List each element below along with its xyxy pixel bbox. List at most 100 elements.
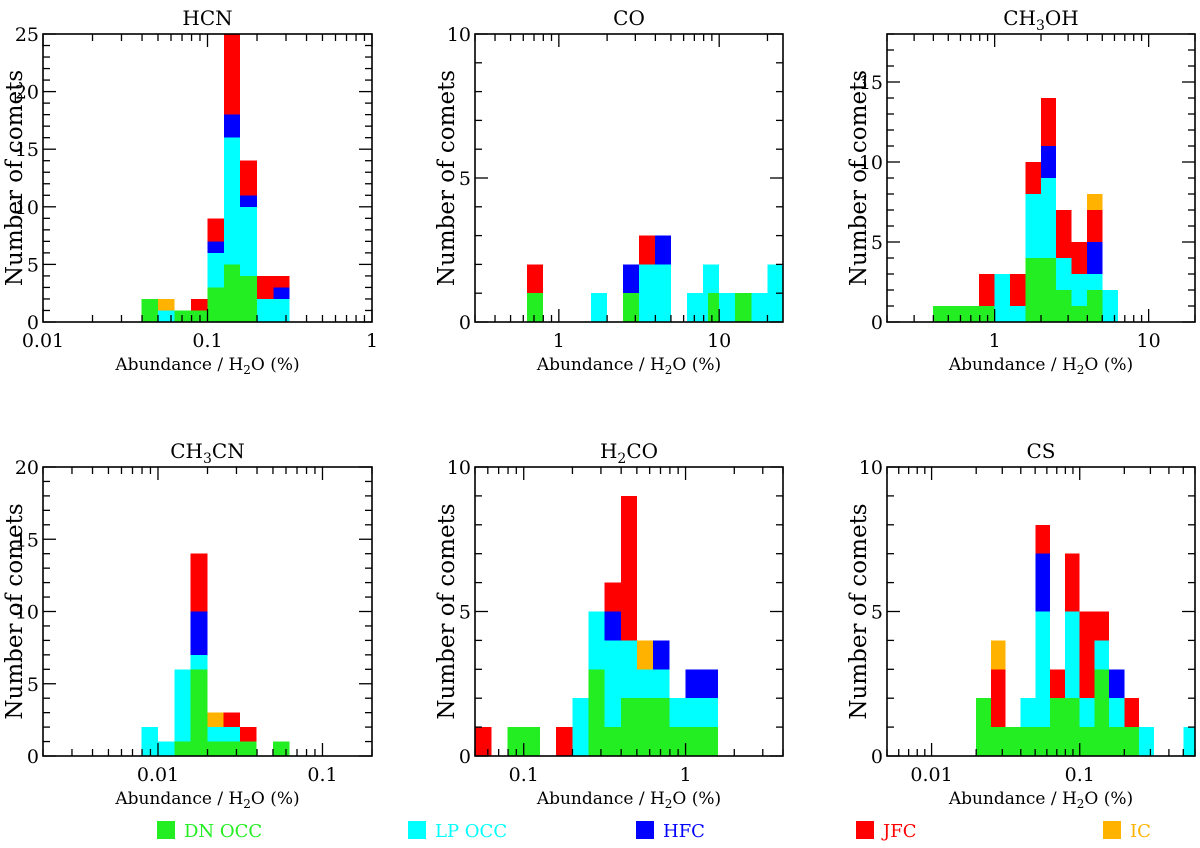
bar-ch3oh-lp bbox=[1102, 290, 1118, 322]
bar-cs-lp bbox=[1138, 727, 1154, 756]
bar-ch3cn-lp bbox=[190, 654, 208, 670]
panel-title: CS bbox=[1026, 439, 1055, 463]
legend-swatch bbox=[1103, 821, 1121, 839]
bar-h2co-jfc bbox=[620, 495, 637, 641]
bar-ch3oh-dn bbox=[1025, 258, 1041, 322]
x-ticks-h2co bbox=[474, 467, 784, 756]
legend-item-lp: LP OCC bbox=[408, 821, 507, 842]
panel-title: CH3OH bbox=[1003, 6, 1079, 34]
y-tick-label: 0 bbox=[871, 746, 883, 768]
bar-cs-dn bbox=[1094, 669, 1110, 756]
bar-cs-jfc bbox=[990, 669, 1006, 728]
bar-co-lp bbox=[767, 264, 784, 322]
bar-h2co-dn bbox=[636, 698, 654, 756]
y-tick-label: 0 bbox=[459, 746, 471, 768]
bar-ch3oh-lp bbox=[1056, 258, 1072, 290]
bar-hcn-jfc bbox=[224, 34, 241, 115]
x-axis-title: Abundance / H2O (%) bbox=[536, 355, 721, 377]
y-axis-title: Number of comets bbox=[846, 70, 872, 286]
bar-ch3oh-jfc bbox=[1056, 210, 1072, 258]
bar-co-dn bbox=[707, 293, 720, 322]
bar-ch3oh-dn bbox=[1071, 306, 1088, 322]
bar-hcn-lp bbox=[158, 310, 175, 322]
bar-hcn-dn bbox=[207, 287, 225, 322]
bar-ch3oh-dn bbox=[979, 306, 995, 322]
y-tick-label: 10 bbox=[859, 152, 883, 174]
x-ticks-cs bbox=[886, 467, 1196, 756]
bar-cs-lp bbox=[1094, 640, 1110, 670]
bar-cs-jfc bbox=[1050, 669, 1065, 699]
bar-co-lp bbox=[719, 293, 736, 322]
bar-h2co-dn bbox=[620, 698, 637, 756]
panel-co: 1 10 0 5 10 CO Number of comets Abundance / H2O… bbox=[434, 6, 784, 377]
bar-hcn-dn bbox=[174, 310, 192, 322]
bar-ch3oh-lp bbox=[1087, 274, 1103, 290]
bar-ch3cn-lp bbox=[157, 741, 175, 756]
bar-ch3cn-jfc bbox=[223, 712, 241, 728]
bar-h2co-dn bbox=[669, 727, 686, 756]
legend-swatch bbox=[856, 821, 874, 839]
bar-hcn-dn bbox=[224, 264, 241, 322]
y-tick-label: 0 bbox=[27, 746, 39, 768]
y-tick-label: 5 bbox=[871, 232, 883, 254]
legend-item-hfc: HFC bbox=[636, 821, 705, 842]
y-tick-label: 20 bbox=[15, 82, 39, 104]
bar-co-lp bbox=[687, 293, 704, 322]
bar-ch3oh-dn bbox=[1087, 290, 1103, 322]
bar-cs-dn bbox=[976, 698, 991, 756]
bar-ch3cn-dn bbox=[174, 741, 191, 756]
bar-h2co-lp bbox=[685, 698, 718, 728]
bar-h2co-hfc bbox=[653, 640, 670, 670]
y-tick-label: 10 bbox=[859, 457, 883, 479]
y-tick-label: 15 bbox=[15, 139, 39, 161]
bar-ch3oh-lp bbox=[1025, 194, 1041, 258]
bar-ch3cn-hfc bbox=[190, 611, 208, 655]
bar-ch3cn-jfc bbox=[240, 727, 257, 742]
bars-co bbox=[526, 235, 784, 322]
bar-cs-dn bbox=[990, 727, 1006, 756]
y-tick-label: 5 bbox=[27, 254, 39, 276]
bar-hcn-jfc bbox=[257, 275, 274, 299]
bar-ch3cn-dn bbox=[207, 741, 224, 756]
bar-cs-hfc bbox=[1109, 669, 1125, 699]
bar-ch3oh-lp bbox=[1040, 178, 1057, 258]
bar-co-hfc bbox=[655, 235, 672, 265]
bar-h2co-lp bbox=[669, 698, 686, 728]
x-axis-title: Abundance / H2O (%) bbox=[948, 789, 1133, 811]
bar-h2co-lp bbox=[620, 640, 637, 699]
bars-hcn bbox=[141, 34, 290, 322]
bar-ch3oh-lp bbox=[1071, 274, 1088, 306]
bar-ch3cn-lp bbox=[207, 727, 224, 742]
panel-title: CH3CN bbox=[170, 439, 244, 467]
bar-h2co-dn bbox=[604, 727, 621, 756]
y-tick-label: 0 bbox=[27, 312, 39, 334]
y-tick-label: 5 bbox=[459, 602, 471, 624]
bar-cs-lp bbox=[1183, 727, 1195, 756]
bar-co-lp bbox=[751, 293, 768, 322]
x-tick-label: 0.1 bbox=[307, 764, 337, 786]
x-ticks-co bbox=[474, 34, 769, 322]
x-axis-title: Abundance / H2O (%) bbox=[536, 789, 721, 811]
y-tick-label: 10 bbox=[447, 457, 471, 479]
x-ticks-ch3cn bbox=[42, 467, 373, 756]
x-tick-label: 10 bbox=[1137, 330, 1161, 352]
legend-swatch bbox=[636, 821, 654, 839]
bar-cs-lp bbox=[1035, 611, 1051, 728]
bar-cs-dn bbox=[1005, 727, 1021, 756]
bar-cs-jfc bbox=[1035, 524, 1051, 554]
bar-h2co-lp bbox=[653, 669, 670, 699]
x-tick-label: 0.01 bbox=[910, 764, 952, 786]
y-ticks-ch3oh bbox=[887, 33, 1195, 323]
bar-h2co-jfc bbox=[555, 727, 573, 756]
bar-cs-dn bbox=[1050, 698, 1065, 756]
legend-item-dn: DN OCC bbox=[157, 821, 262, 842]
panel-ch3cn: 0.01 0.1 0 5 10 15 20 CH3CN Number of comets Abun… bbox=[2, 439, 373, 811]
bar-ch3oh-lp bbox=[994, 274, 1011, 322]
bar-hcn-jfc bbox=[191, 298, 208, 311]
bar-ch3cn-lp bbox=[223, 727, 241, 742]
bar-ch3oh-hfc bbox=[1040, 146, 1057, 178]
x-tick-label: 1 bbox=[553, 330, 565, 352]
bar-co-dn bbox=[622, 293, 640, 322]
